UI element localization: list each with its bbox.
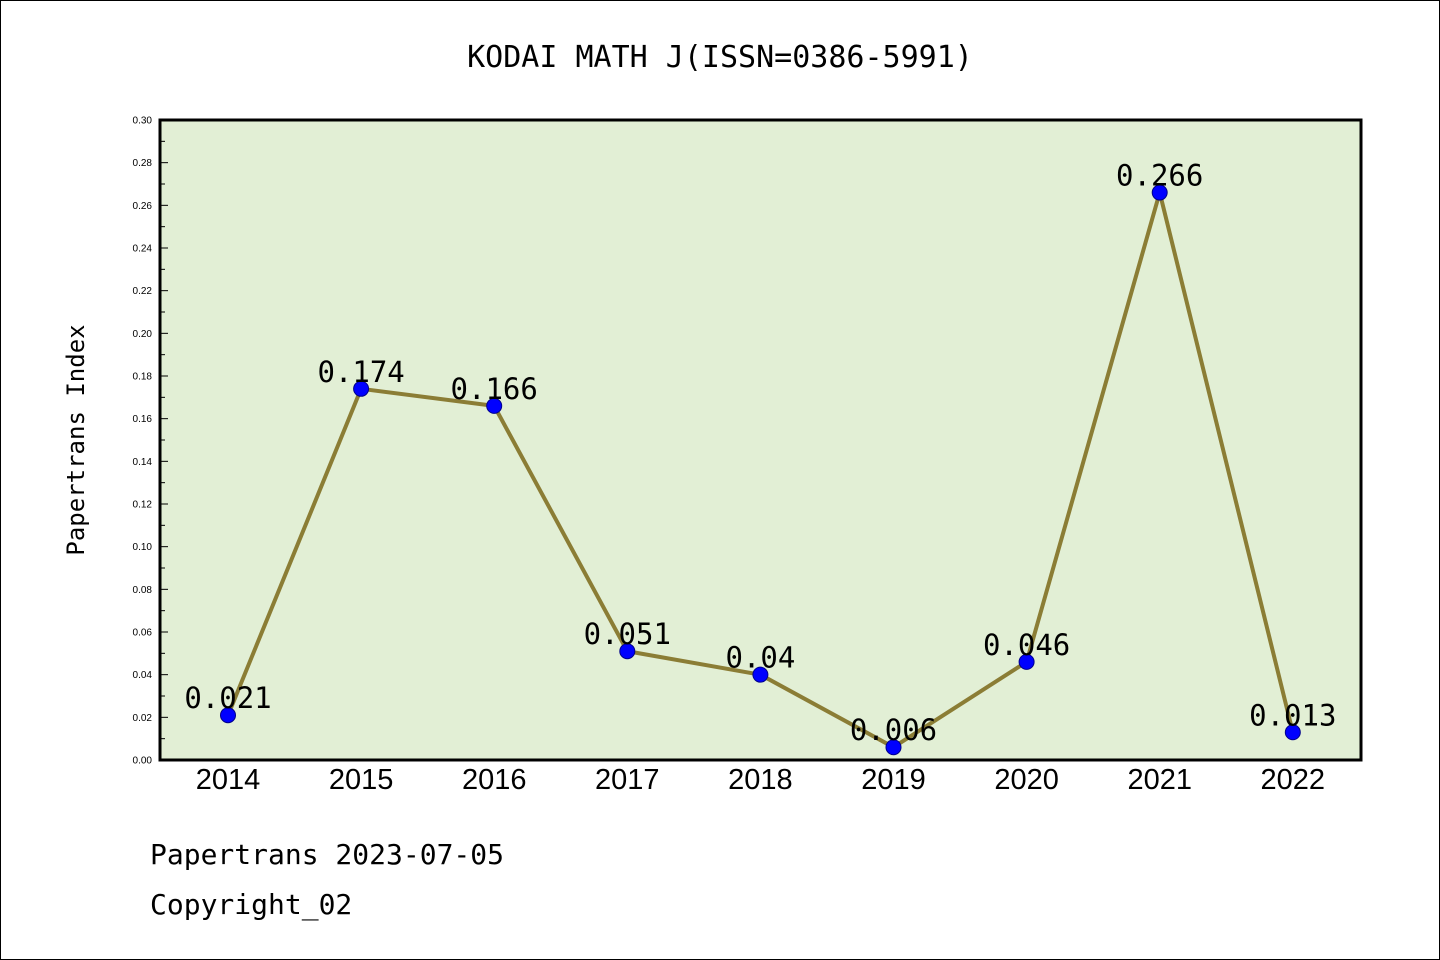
data-label: 0.046: [983, 628, 1070, 662]
footer-date: Papertrans 2023-07-05: [150, 838, 504, 871]
plot-area: [160, 120, 1361, 760]
y-tick-label: 0.26: [133, 201, 153, 212]
y-tick-label: 0.14: [133, 457, 153, 468]
axis-ticks: 0.00 0.02 0.04 0.06 0.08 0.10 0.12 0.14 0.16 0.18…: [133, 116, 1326, 797]
x-tick-label: 2019: [861, 764, 926, 796]
y-tick-label: 0.30: [133, 116, 153, 127]
plot-frame: [158, 118, 1363, 762]
data-point: [220, 707, 236, 724]
footer-copyright: Copyright_02: [150, 888, 352, 922]
data-label: 0.006: [850, 713, 937, 747]
data-point: [1151, 184, 1168, 201]
data-point: [752, 666, 769, 683]
y-tick-label: 0.06: [133, 628, 153, 639]
data-label: 0.021: [184, 681, 271, 715]
y-axis-label: Papertrans Index: [62, 324, 90, 555]
x-tick-label: 2016: [462, 764, 527, 796]
y-tick-label: 0.02: [133, 713, 153, 724]
x-tick-label: 2014: [196, 764, 261, 796]
x-tick-label: 2020: [994, 764, 1059, 796]
y-tick-label: 0.22: [133, 286, 153, 297]
y-tick-label: 0.10: [133, 542, 153, 553]
x-tick-label: 2022: [1261, 764, 1326, 796]
x-tick-label: 2015: [329, 764, 394, 796]
y-tick-label: 0.24: [133, 244, 153, 255]
data-point: [619, 643, 636, 660]
data-point: [353, 380, 370, 397]
data-point: [1018, 653, 1035, 670]
data-point: [486, 397, 503, 414]
y-tick-label: 0.04: [133, 670, 153, 681]
data-label: 0.266: [1116, 159, 1203, 193]
y-tick-label: 0.18: [133, 372, 153, 383]
y-tick-label: 0.20: [133, 329, 153, 340]
y-tick-label: 0.12: [133, 500, 153, 511]
data-label: 0.051: [584, 617, 671, 651]
data-point: [1284, 724, 1301, 741]
data-label: 0.04: [725, 641, 795, 675]
data-point: [885, 739, 902, 756]
data-series: 0.021 0.174 0.166 0.051 0.04 0.006 0.046 0.266 0…: [184, 159, 1336, 756]
x-tick-label: 2017: [595, 764, 660, 796]
y-tick-label: 0.08: [133, 585, 153, 596]
chart-title: KODAI MATH J(ISSN=0386-5991): [467, 40, 973, 75]
x-tick-label: 2021: [1127, 764, 1192, 796]
data-label: 0.013: [1249, 698, 1336, 732]
x-tick-label: 2018: [728, 764, 793, 796]
y-tick-label: 0.00: [133, 756, 153, 767]
data-label: 0.174: [317, 355, 404, 389]
y-tick-label: 0.16: [133, 414, 153, 425]
y-tick-label: 0.28: [133, 158, 153, 169]
data-label: 0.166: [451, 372, 538, 406]
